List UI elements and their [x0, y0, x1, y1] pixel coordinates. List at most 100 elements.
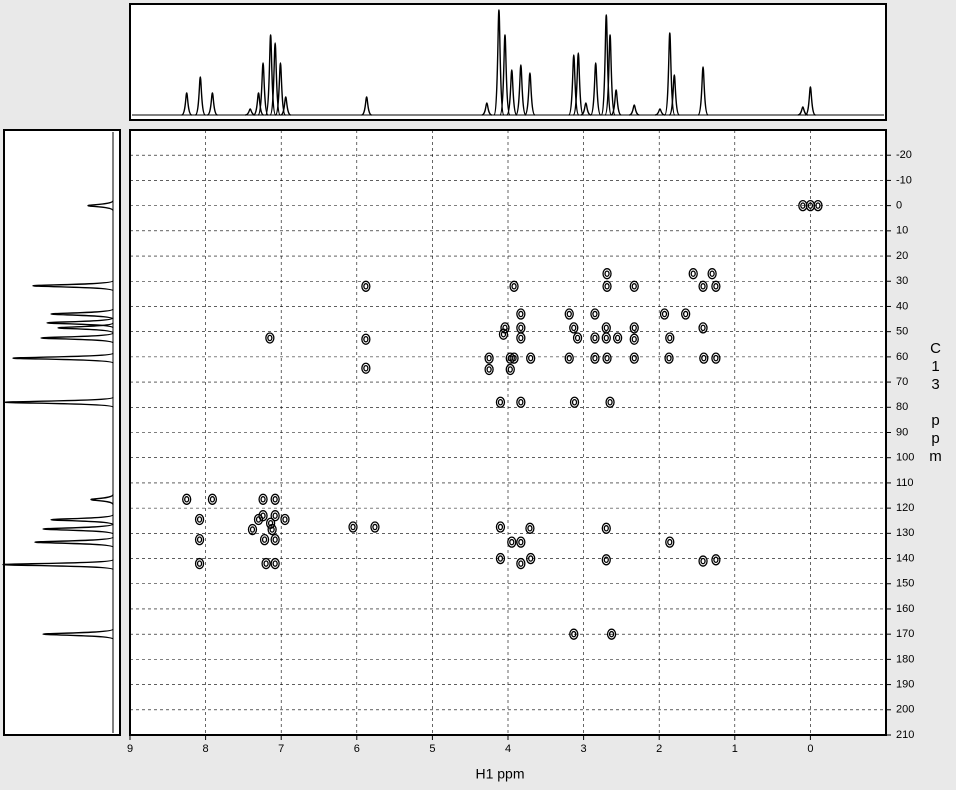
contour [511, 354, 517, 362]
contour [661, 310, 668, 318]
left-spectrum-peak [42, 523, 114, 535]
top-spectrum-peak [524, 72, 536, 116]
y-tick-label: 10 [896, 225, 908, 237]
left-spectrum-peak [4, 396, 114, 408]
cross-peak [207, 493, 218, 505]
contour [681, 308, 691, 320]
contour [566, 354, 572, 362]
top-spectrum-peak [590, 62, 602, 116]
contour [629, 333, 639, 345]
cross-peak [509, 352, 519, 364]
left-spectrum-peak [40, 332, 114, 344]
cross-peak [509, 280, 519, 292]
top-spectrum-peak [804, 86, 817, 116]
left-spectrum-box [3, 129, 121, 736]
contour [505, 363, 515, 376]
y-tick-label: 170 [896, 628, 914, 640]
contour [667, 334, 673, 342]
contour [253, 513, 264, 526]
left-spectrum-peak [90, 494, 114, 505]
y-tick-label: 190 [896, 678, 914, 690]
contour [267, 523, 277, 536]
top-spectrum-peak [697, 66, 709, 116]
contour [629, 352, 639, 364]
contour [569, 322, 579, 334]
contour [272, 560, 278, 567]
contour [247, 523, 258, 536]
contour [518, 324, 524, 332]
top-spectrum-peak [797, 106, 809, 116]
x-tick-label: 6 [354, 743, 360, 755]
contour [270, 510, 280, 522]
contour [700, 324, 706, 332]
contour [484, 352, 494, 364]
cross-peak [505, 363, 515, 376]
contour [604, 270, 610, 277]
y-tick-label: 40 [896, 300, 908, 312]
contour [688, 268, 698, 280]
contour [566, 310, 572, 318]
top-spectrum-peak [506, 69, 518, 116]
contour [571, 630, 577, 638]
contour [497, 555, 504, 562]
y-tick-label: -10 [896, 174, 912, 186]
contour [280, 513, 290, 526]
cross-peak [601, 332, 611, 344]
contour [272, 536, 278, 543]
contour [629, 322, 639, 334]
contour [361, 362, 371, 374]
contour [363, 283, 369, 290]
x-tick-label: 7 [278, 743, 284, 755]
contour [602, 352, 612, 364]
contour [196, 516, 203, 523]
cross-peak [253, 513, 264, 526]
cross-peak [484, 363, 494, 376]
contour [258, 493, 268, 505]
contour [500, 330, 507, 338]
cross-peak [526, 352, 536, 364]
cross-peak [602, 352, 612, 364]
contour [484, 363, 494, 376]
contour [269, 526, 275, 533]
contour [698, 280, 708, 292]
cross-peak [698, 555, 708, 567]
cross-peak [590, 308, 600, 320]
y-tick-label: 100 [896, 452, 914, 464]
top-spectrum-peak [207, 92, 218, 116]
cross-peak [629, 333, 639, 345]
y-tick-label: 200 [896, 704, 914, 716]
y-tick-label: 140 [896, 552, 914, 564]
contour [502, 324, 508, 332]
contour [516, 332, 526, 344]
contour [590, 332, 600, 344]
contour [603, 324, 609, 332]
contour [518, 310, 524, 318]
contour [564, 308, 574, 320]
y-tick-label: 180 [896, 653, 914, 665]
contour [569, 628, 579, 640]
top-spectrum-peak [274, 62, 287, 116]
contour [709, 270, 715, 277]
contour [602, 268, 612, 280]
contour [526, 552, 536, 565]
cross-peak [707, 268, 717, 280]
x-axis-label: H1 ppm [475, 766, 524, 782]
contour [509, 352, 519, 364]
y-tick-label: 210 [896, 729, 914, 741]
cross-peak [495, 396, 506, 408]
contour [690, 270, 696, 277]
contour [527, 525, 533, 532]
cross-peak [265, 332, 275, 344]
contour [370, 521, 380, 533]
contour [700, 283, 706, 290]
contour [713, 354, 719, 362]
contour [516, 557, 526, 570]
contour [711, 280, 721, 292]
cross-peak [698, 280, 708, 292]
cross-peak [564, 352, 574, 364]
contour [713, 556, 719, 564]
top-spectrum-peak [580, 102, 592, 116]
contour [272, 496, 278, 503]
cross-peak [629, 322, 639, 334]
cross-peak [629, 280, 639, 292]
